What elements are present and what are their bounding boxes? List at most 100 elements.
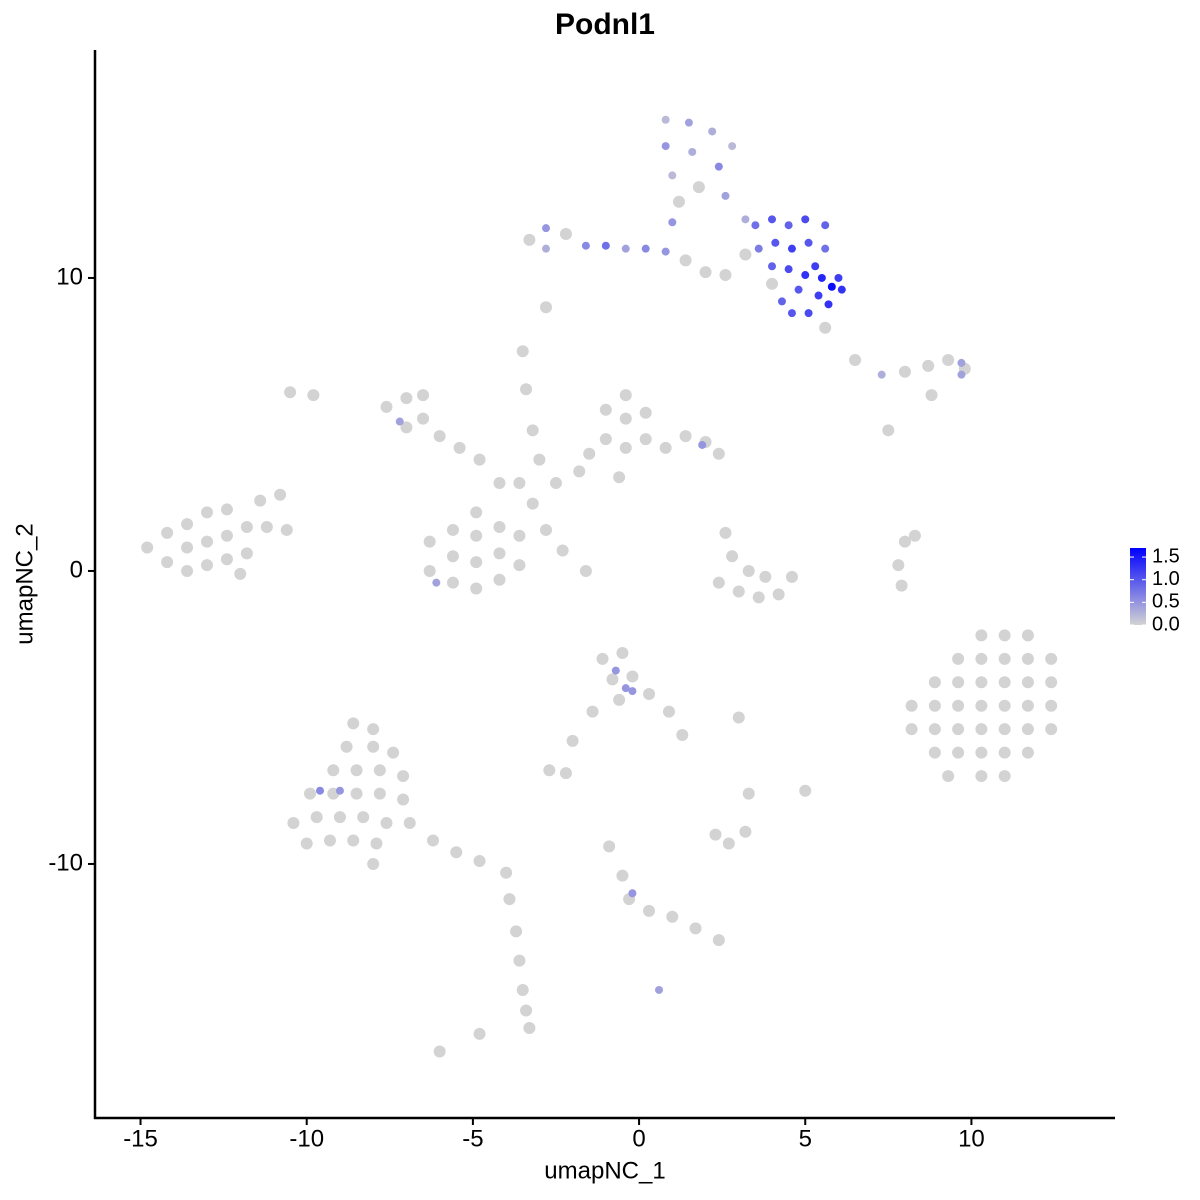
point: [771, 238, 780, 247]
point: [639, 433, 652, 446]
point: [470, 556, 483, 569]
point: [768, 262, 777, 271]
point: [801, 271, 810, 280]
point: [741, 215, 750, 224]
point: [423, 535, 436, 548]
point: [719, 269, 732, 282]
point: [804, 238, 813, 247]
point: [387, 746, 400, 759]
point: [453, 441, 466, 454]
point: [446, 523, 459, 536]
point: [549, 477, 562, 490]
point: [432, 578, 441, 587]
point: [533, 453, 546, 466]
points: [141, 115, 1058, 1058]
point: [161, 526, 174, 539]
point: [688, 147, 697, 156]
point: [661, 142, 670, 151]
point: [925, 389, 938, 402]
point: [784, 265, 793, 274]
colorbar-label: 0.5: [1152, 591, 1180, 613]
point: [975, 676, 988, 689]
point: [523, 1022, 536, 1035]
y-tick-label: -10: [48, 849, 83, 876]
point: [556, 544, 569, 557]
point: [581, 241, 590, 250]
point: [510, 925, 523, 938]
point: [714, 162, 723, 171]
point: [520, 1004, 533, 1017]
point: [752, 591, 765, 604]
point: [433, 1045, 446, 1058]
point: [728, 142, 737, 151]
point: [300, 837, 313, 850]
point: [304, 787, 317, 800]
point: [619, 441, 632, 454]
point: [603, 840, 616, 853]
point: [905, 723, 918, 736]
x-axis-title: umapNC_1: [544, 1157, 665, 1184]
point: [1021, 652, 1034, 665]
point: [350, 787, 363, 800]
point: [540, 523, 553, 536]
point: [708, 127, 717, 136]
point: [201, 506, 214, 519]
point: [628, 687, 637, 696]
point: [333, 811, 346, 824]
point: [540, 301, 553, 314]
point: [220, 503, 233, 516]
point: [794, 285, 803, 294]
point: [684, 118, 693, 127]
point: [928, 746, 941, 759]
point: [928, 723, 941, 736]
point: [837, 285, 846, 294]
point: [975, 699, 988, 712]
point: [942, 353, 955, 366]
point: [699, 266, 712, 279]
point: [957, 370, 966, 379]
point: [201, 535, 214, 548]
point: [450, 846, 463, 859]
point: [201, 559, 214, 572]
colorbar-label: 0.0: [1152, 613, 1180, 635]
point: [446, 576, 459, 589]
x-tick-label: 5: [799, 1125, 812, 1152]
point: [523, 233, 536, 246]
point: [400, 392, 413, 405]
point: [260, 521, 273, 534]
point: [975, 652, 988, 665]
point: [513, 529, 526, 542]
x-tick-label: 0: [632, 1125, 645, 1152]
point: [1021, 723, 1034, 736]
point: [327, 764, 340, 777]
point: [500, 866, 513, 879]
point: [666, 910, 679, 923]
point: [766, 277, 779, 290]
point: [811, 262, 820, 271]
point: [799, 784, 812, 797]
point: [908, 529, 921, 542]
point: [787, 309, 796, 318]
point: [785, 570, 798, 583]
point: [513, 477, 526, 490]
point: [821, 244, 830, 253]
point: [470, 582, 483, 595]
point: [503, 893, 516, 906]
point: [621, 244, 630, 253]
point: [350, 764, 363, 777]
point: [395, 417, 404, 426]
point: [817, 273, 826, 282]
point: [335, 786, 344, 795]
point: [1021, 676, 1034, 689]
point: [895, 579, 908, 592]
point: [619, 412, 632, 425]
point: [542, 224, 551, 233]
point: [952, 746, 965, 759]
point: [898, 365, 911, 378]
point: [220, 553, 233, 566]
point: [516, 983, 529, 996]
y-axis-title: umapNC_2: [11, 523, 38, 644]
point: [181, 564, 194, 577]
point: [824, 300, 833, 309]
